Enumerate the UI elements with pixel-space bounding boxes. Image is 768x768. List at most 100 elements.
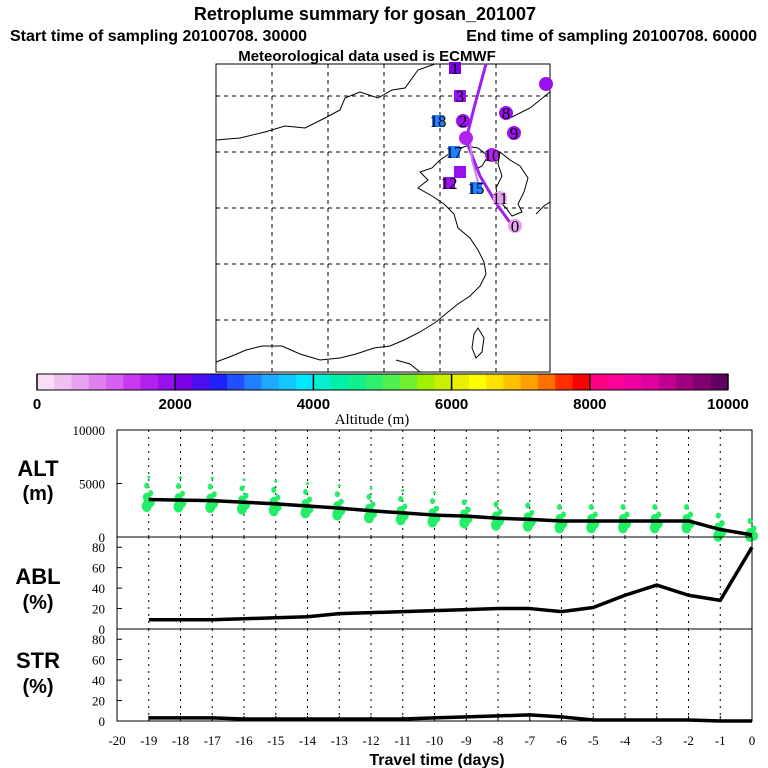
colorbar-tick-label: 4000 [297,396,330,413]
alt-scatter-point [398,496,404,503]
alt-scatter-point [176,483,181,490]
colorbar-swatch [572,374,591,390]
alt-scatter-point [402,503,408,510]
colorbar-swatch [175,374,193,390]
colorbar-tick-label: 8000 [573,396,606,413]
y-tick-label: 40 [92,581,105,596]
cluster-label: 15 [468,179,485,198]
x-tick-label: -9 [461,733,472,748]
cluster-label: 10 [484,146,501,165]
colorbar-swatch [209,374,228,390]
alt-scatter-point [493,501,499,508]
y-tick-label: 0 [99,714,106,729]
cluster-marker [432,115,444,127]
trajectory-map: 1 3 18 2 89 17 10 12 15 110 [215,59,553,373]
taiwan-coast [471,327,485,359]
cluster-label: 2 [459,112,468,131]
colorbar-label: Altitude (m) [335,412,410,428]
x-tick-label: -1 [715,733,726,748]
y-tick-label: 0 [99,622,106,637]
abl-unit: (%) [22,592,53,614]
alt-scatter-point [461,499,467,506]
alt-scatter-point [148,490,154,497]
colorbar-swatch [106,374,124,390]
x-tick-label: -15 [267,733,284,748]
x-axis-label: Travel time (days) [369,752,504,768]
str-label: STR [16,648,60,673]
colorbar-swatch [382,374,401,390]
y-tick-label: 60 [92,561,105,576]
alt-scatter-point [271,486,277,493]
colorbar-swatch [37,374,55,390]
x-tick-label: -4 [620,733,631,748]
alt-scatter-point [684,504,689,511]
colorbar-swatch [399,374,418,390]
colorbar-swatch [227,374,245,390]
colorbar-swatch [244,374,263,390]
y-tick-label: 0 [99,530,106,545]
met-data-text: Meteorological data used is ECMWF [238,48,496,65]
colorbar-swatch [486,374,504,390]
alt-scatter-point [179,476,182,480]
colorbar-tick-label: 2000 [159,396,192,413]
y-tick-label: 5000 [79,477,105,492]
alt-scatter-point [243,492,249,499]
colorbar-swatch [589,374,608,390]
cluster-marker [485,148,499,162]
colorbar-swatch [365,374,383,390]
cluster-label: 12 [441,174,458,193]
x-tick-label: 0 [749,733,756,748]
y-tick-label: 20 [92,602,105,617]
colorbar-swatch [140,374,159,390]
colorbar-swatch [71,374,90,390]
colorbar-swatch [192,374,211,390]
cluster-label: 17 [446,143,464,162]
cluster-marker [454,90,466,102]
alt-scatter-point [307,496,312,503]
cluster-marker [470,182,482,194]
alt-scatter-point [210,476,214,480]
str-unit: (%) [22,676,53,698]
colorbar-tick-label: 10000 [707,396,749,413]
china-coast [215,159,487,363]
alt-scatter-point [656,511,662,518]
x-tick-label: -2 [683,733,694,748]
cluster-marker [456,114,470,128]
colorbar-swatch [123,374,142,390]
colorbar-swatch [676,374,694,390]
alt-scatter-point [719,520,725,527]
alt-scatter-point [652,504,658,511]
alt-scatter-point [401,488,405,492]
alt-scatter-point [275,494,281,501]
alt-scatter-point [337,484,341,488]
colorbar-swatch [537,374,556,390]
abl-series-line [148,546,754,622]
korea-coast [495,151,529,217]
alt-scatter-point [303,489,308,496]
alt-scatter-point [465,506,471,513]
alt-scatter-point [688,511,693,518]
x-tick-label: -13 [331,733,348,748]
alt-scatter-point [747,517,753,524]
colorbar-swatch [641,374,660,390]
trajectory-line [469,139,479,183]
colorbar-tick-label: 0 [33,396,41,413]
alt-scatter-point [239,485,245,492]
colorbar-swatch [468,374,487,390]
alt-unit: (m) [22,483,53,505]
alt-scatter-point [207,483,213,490]
alt-scatter-point [561,511,566,518]
colorbar-swatch [296,374,314,390]
x-tick-label: -18 [172,733,189,748]
colorbar-swatch [261,374,280,390]
cluster-marker [493,191,507,205]
altitude-colorbar: 0 2000 4000 6000 8000 10000 [33,373,749,413]
alt-scatter-point [525,502,531,509]
colorbar-swatch [54,374,73,390]
x-tick-label: -12 [362,733,379,748]
cluster-marker [507,126,521,140]
alt-scatter-point [433,491,436,495]
alt-scatter-point [180,490,185,497]
